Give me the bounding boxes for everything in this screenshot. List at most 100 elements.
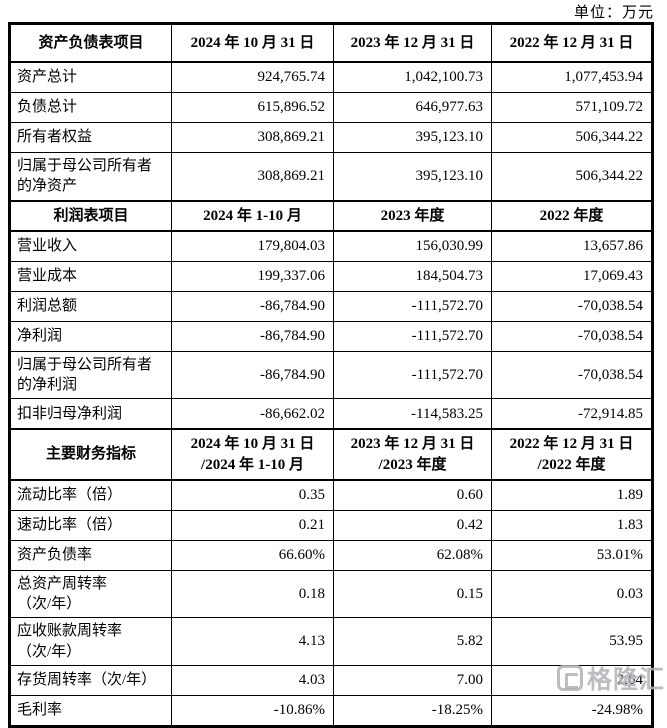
value-cell: 13,657.86 [491,230,653,262]
row-label-cell: 资产负债率 [9,539,172,571]
row-label-cell: 存货周转率（次/年） [9,664,172,696]
value-cell: 0.35 [171,479,334,511]
section-title-cell: 主要财务指标 [9,428,172,481]
table-row: 归属于母公司所有者 的净资产 308,869.21 395,123.10 506,34… [9,152,653,201]
value-cell: 17,069.43 [491,260,653,292]
value-cell: -70,038.54 [491,320,653,352]
value-cell: 156,030.99 [333,230,492,262]
table-row: 利润总额 -86,784.90 -111,572.70 -70,038.54 [9,290,653,322]
table-row: 扣非归母净利润 -86,662.02 -114,583.25 -72,914.85 [9,398,653,430]
table-row: 负债总计 615,896.52 646,977.63 571,109.72 [9,92,653,123]
section-title-cell: 利润表项目 [9,199,172,232]
column-header-cell: 2022 年度 [491,199,653,232]
value-cell: 571,109.72 [491,92,653,123]
value-cell: 924,765.74 [171,61,334,93]
value-cell: 0.42 [333,509,492,541]
table-row: 应收账款周转率 （次/年） 4.13 5.82 53.95 [9,617,653,666]
table-row: 总资产周转率 （次/年） 0.18 0.15 0.03 [9,569,653,619]
value-cell: -111,572.70 [333,350,492,400]
table-row: 流动比率（倍） 0.35 0.60 1.89 [9,479,653,511]
value-cell: 1,042,100.73 [333,61,492,93]
value-cell: 53.95 [491,617,653,666]
value-cell: 53.01% [491,539,653,571]
value-cell: -18.25% [333,694,492,727]
row-label-cell: 利润总额 [9,290,172,322]
value-cell: 199,337.06 [171,260,334,292]
value-cell: 395,123.10 [333,122,492,153]
value-cell: 308,869.21 [171,152,334,201]
section-header-row: 主要财务指标 2024 年 10 月 31 日 /2024 年 1-10 月 202… [9,428,653,481]
row-label-cell: 资产总计 [9,61,172,93]
table-row: 速动比率（倍） 0.21 0.42 1.83 [9,509,653,541]
column-header-cell: 2023 年度 [333,199,492,232]
value-cell: -111,572.70 [333,290,492,322]
section-title-cell: 资产负债表项目 [9,23,172,63]
row-label-cell: 净利润 [9,320,172,352]
value-cell: 646,977.63 [333,92,492,123]
value-cell: 4.03 [171,664,334,696]
section-header-row: 利润表项目 2024 年 1-10 月 2023 年度 2022 年度 [9,199,653,232]
value-cell: 0.03 [491,569,653,619]
value-cell: 7.00 [333,664,492,696]
row-label-cell: 归属于母公司所有者 的净资产 [9,152,172,201]
row-label-cell: 归属于母公司所有者 的净利润 [9,350,172,400]
table-row: 净利润 -86,784.90 -111,572.70 -70,038.54 [9,320,653,352]
table-row: 存货周转率（次/年） 4.03 7.00 2.64 [9,664,653,696]
column-header-cell: 2023 年 12 月 31 日 [333,23,492,63]
value-cell: -72,914.85 [491,398,653,430]
column-header-cell: 2024 年 1-10 月 [171,199,334,232]
row-label-cell: 速动比率（倍） [9,509,172,541]
row-label-cell: 毛利率 [9,694,172,727]
value-cell: 1.83 [491,509,653,541]
value-cell: 506,344.22 [491,122,653,153]
value-cell: 5.82 [333,617,492,666]
value-cell: 1,077,453.94 [491,61,653,93]
value-cell: 2.64 [491,664,653,696]
value-cell: 0.21 [171,509,334,541]
row-label-cell: 营业成本 [9,260,172,292]
value-cell: 4.13 [171,617,334,666]
table-row: 所有者权益 308,869.21 395,123.10 506,344.22 [9,122,653,153]
value-cell: -24.98% [491,694,653,727]
value-cell: 308,869.21 [171,122,334,153]
value-cell: 395,123.10 [333,152,492,201]
value-cell: 179,804.03 [171,230,334,262]
unit-label: 单位：万元 [573,5,654,21]
value-cell: -111,572.70 [333,320,492,352]
value-cell: -86,662.02 [171,398,334,430]
value-cell: -86,784.90 [171,290,334,322]
table-row: 毛利率 -10.86% -18.25% -24.98% [9,694,653,727]
column-header-cell: 2022 年 12 月 31 日 /2022 年度 [491,428,653,481]
table-row: 营业收入 179,804.03 156,030.99 13,657.86 [9,230,653,262]
row-label-cell: 总资产周转率 （次/年） [9,569,172,619]
table-row: 资产负债率 66.60% 62.08% 53.01% [9,539,653,571]
value-cell: -114,583.25 [333,398,492,430]
table-row: 营业成本 199,337.06 184,504.73 17,069.43 [9,260,653,292]
value-cell: 506,344.22 [491,152,653,201]
value-cell: -10.86% [171,694,334,727]
table-row: 资产总计 924,765.74 1,042,100.73 1,077,453.94 [9,61,653,93]
value-cell: 1.89 [491,479,653,511]
column-header-cell: 2024 年 10 月 31 日 [171,23,334,63]
row-label-cell: 应收账款周转率 （次/年） [9,617,172,666]
row-label-cell: 流动比率（倍） [9,479,172,511]
value-cell: 62.08% [333,539,492,571]
table-row: 归属于母公司所有者 的净利润 -86,784.90 -111,572.70 -70,0… [9,350,653,400]
value-cell: 184,504.73 [333,260,492,292]
row-label-cell: 营业收入 [9,230,172,262]
value-cell: 0.18 [171,569,334,619]
value-cell: 0.15 [333,569,492,619]
value-cell: 66.60% [171,539,334,571]
column-header-cell: 2022 年 12 月 31 日 [491,23,653,63]
column-header-cell: 2023 年 12 月 31 日 /2023 年度 [333,428,492,481]
row-label-cell: 扣非归母净利润 [9,398,172,430]
row-label-cell: 负债总计 [9,92,172,123]
column-header-cell: 2024 年 10 月 31 日 /2024 年 1-10 月 [171,428,334,481]
row-label-cell: 所有者权益 [9,122,172,153]
value-cell: 615,896.52 [171,92,334,123]
value-cell: -86,784.90 [171,320,334,352]
value-cell: -86,784.90 [171,350,334,400]
value-cell: -70,038.54 [491,350,653,400]
